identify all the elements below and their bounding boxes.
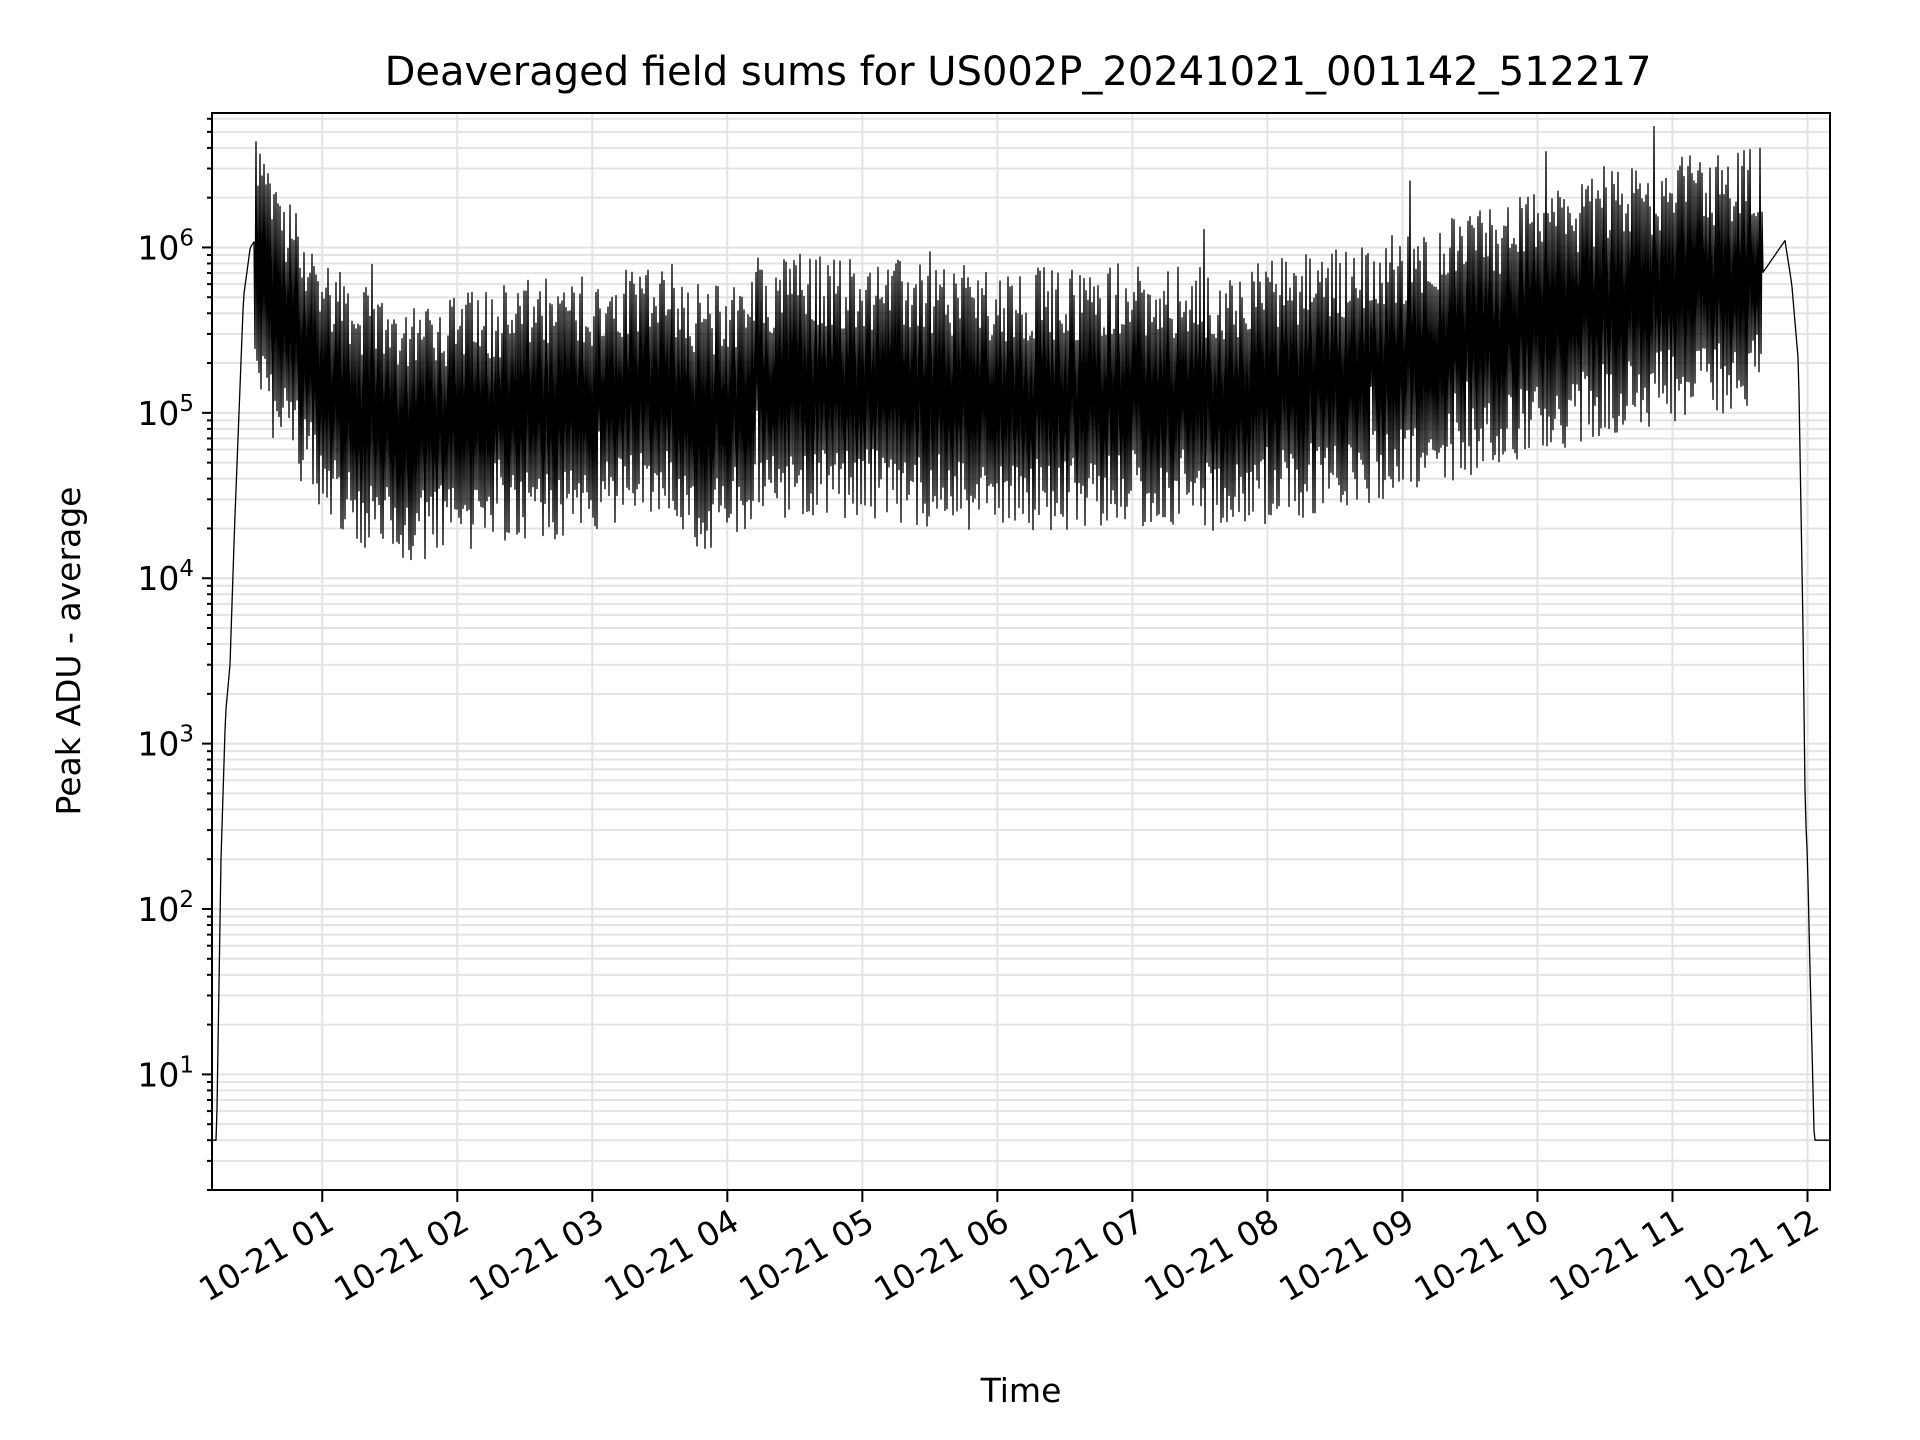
- y-tick-label: 102: [137, 887, 194, 929]
- y-tick-label: 106: [137, 225, 194, 267]
- series-layer: [212, 125, 1830, 1141]
- chart-title: Deaveraged field sums for US002P_2024102…: [385, 49, 1652, 95]
- y-tick-label: 101: [137, 1052, 194, 1094]
- x-axis-title: Time: [980, 1371, 1062, 1410]
- series-line: [212, 125, 1830, 1141]
- y-tick-label: 104: [137, 556, 194, 598]
- y-tick-label: 103: [137, 722, 194, 764]
- y-axis: 101 102 103 104 105 106: [137, 117, 212, 1191]
- plot-frame: [211, 112, 1831, 1191]
- y-tick-label: 105: [137, 391, 194, 433]
- y-axis-title: Peak ADU - average: [49, 487, 88, 816]
